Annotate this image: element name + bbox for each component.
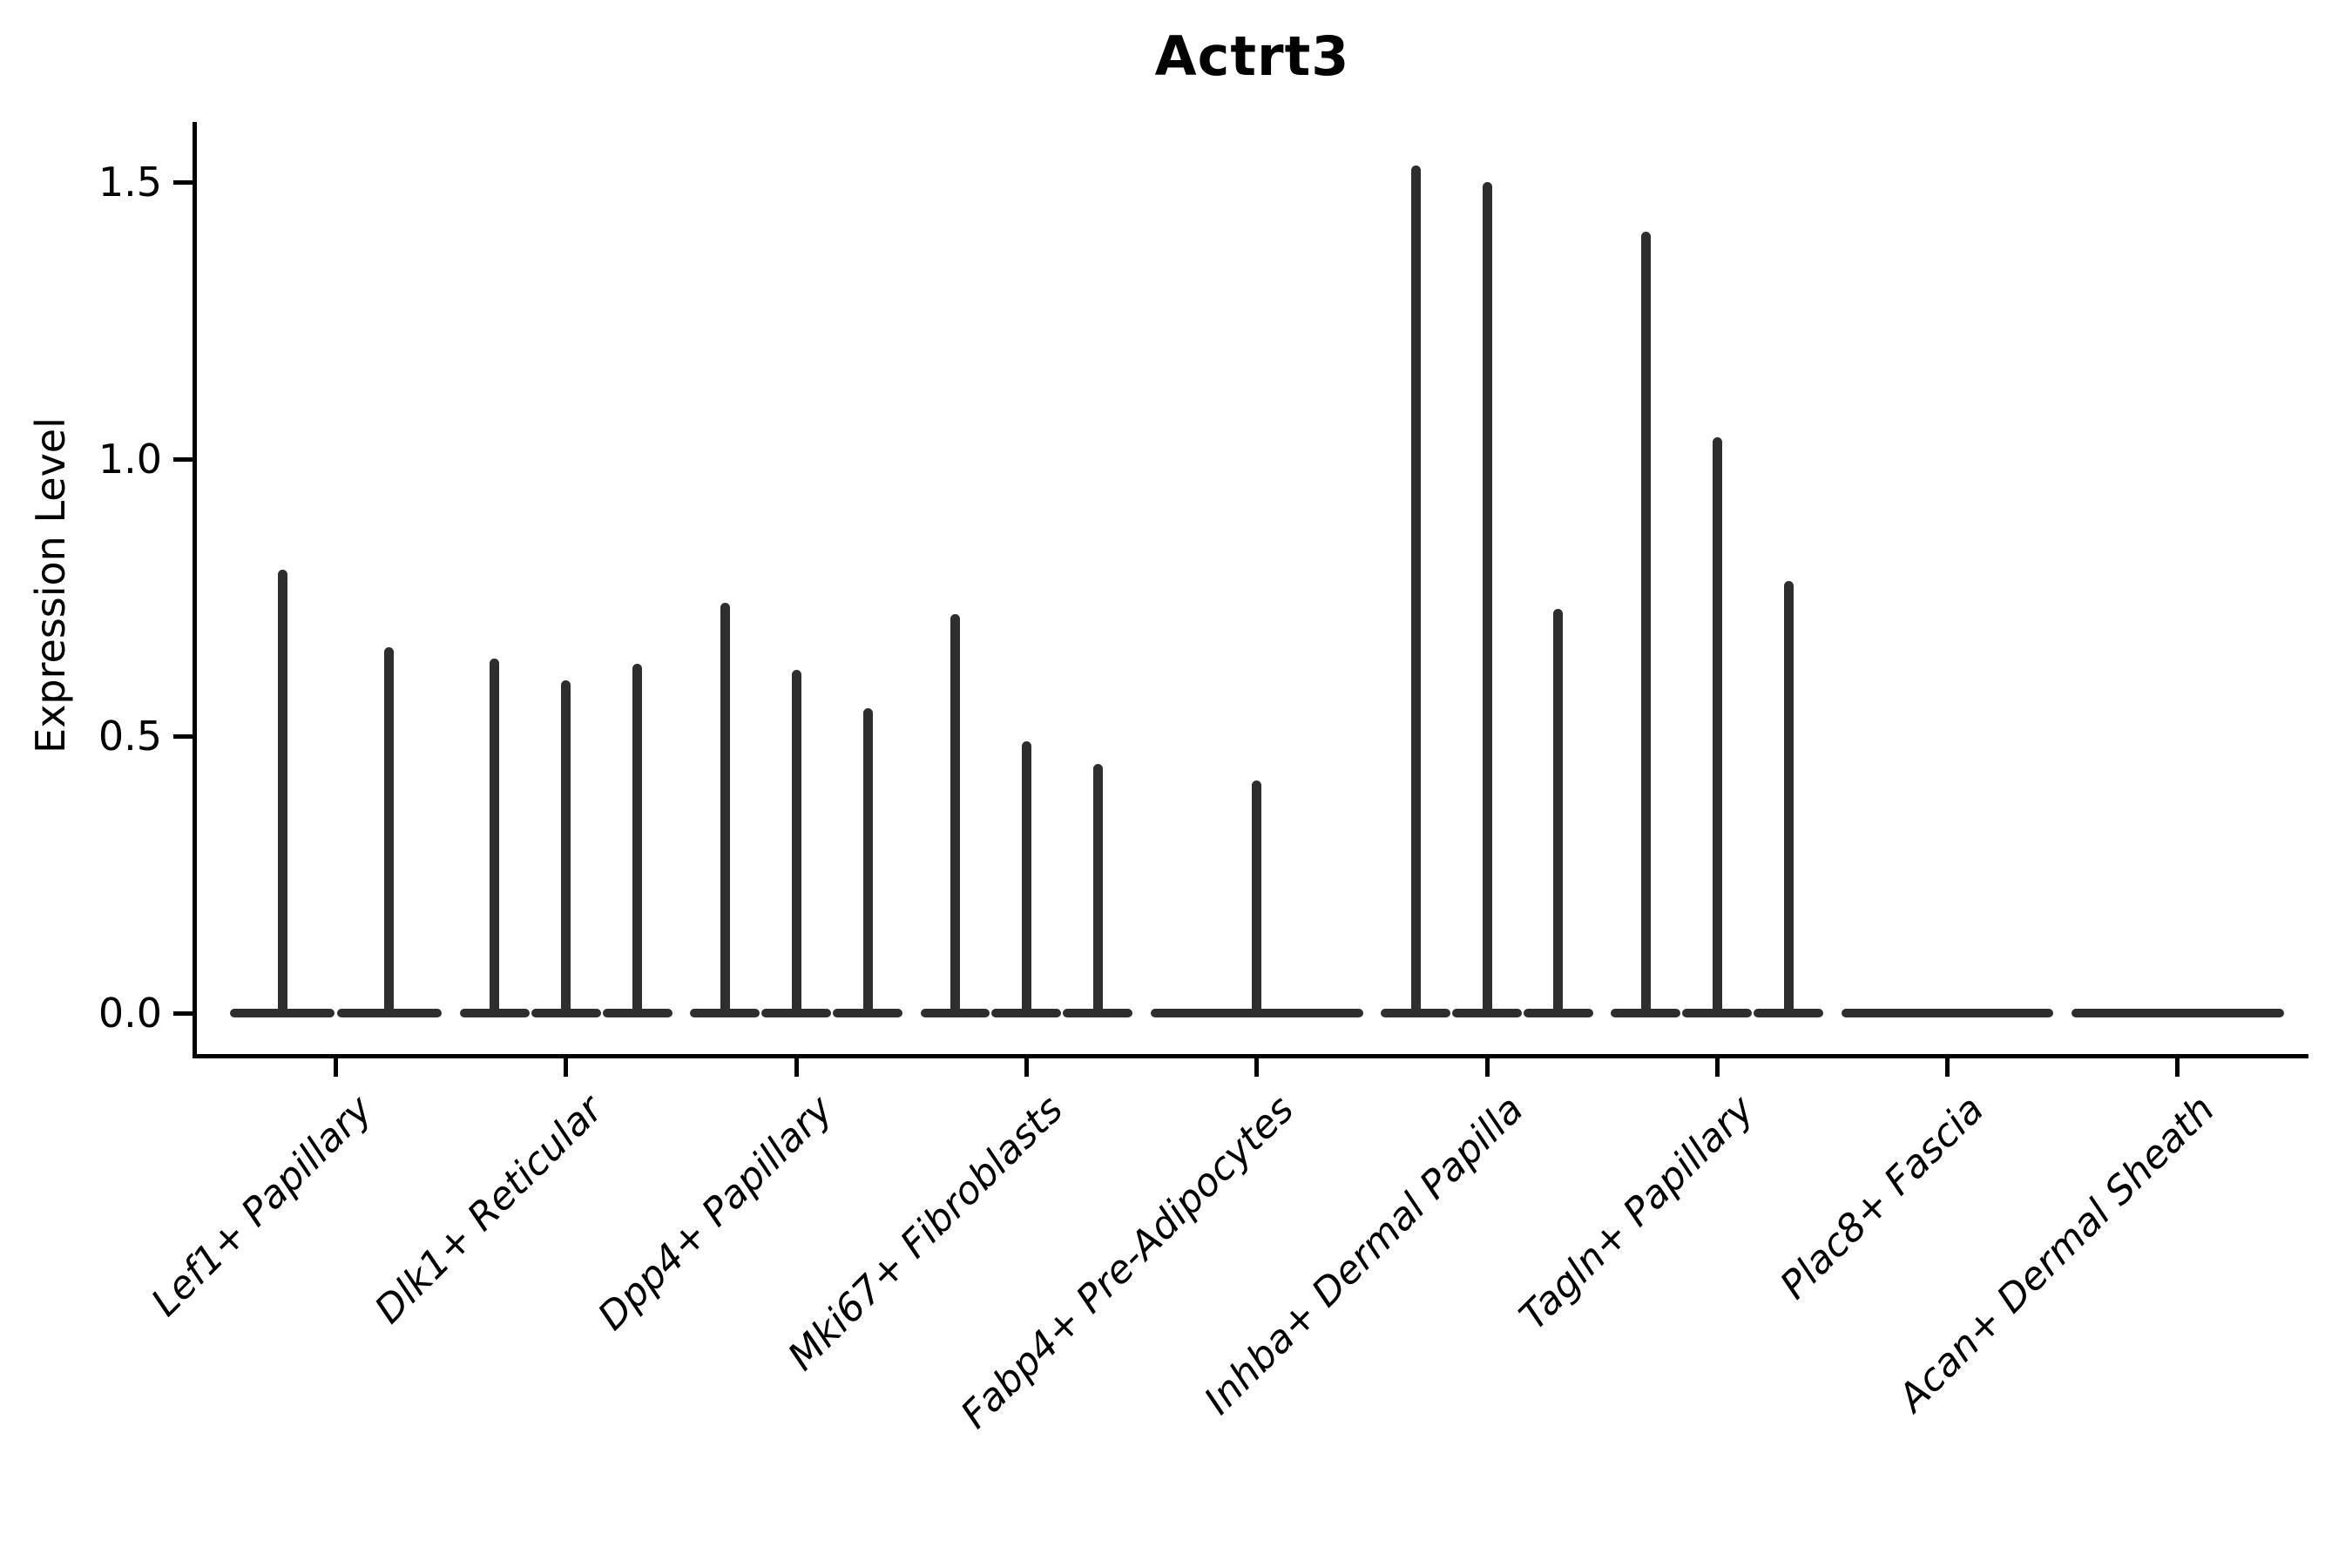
x-tick-mark [2175,1056,2180,1077]
chart-title: Actrt3 [1154,24,1350,88]
violin-spike [1252,780,1262,1017]
violin-spike [1712,436,1722,1017]
y-tick-label: 1.5 [98,159,162,206]
x-tick-label: Dpp4+ Papillary [590,1087,842,1340]
x-tick-label: Plac8+ Fascia [1772,1087,1993,1308]
violin-body [2072,1009,2284,1017]
y-axis-spine [193,122,197,1058]
x-tick-mark [1024,1056,1029,1077]
violin-spike [1783,580,1794,1017]
violin-spike [1640,232,1651,1017]
x-tick-mark [794,1056,799,1077]
violin-spike [1092,763,1103,1017]
y-tick-mark [173,733,193,739]
violin-spike [1021,741,1031,1017]
violin-spike [720,603,730,1017]
x-tick-label: Dlk1+ Reticular [366,1087,612,1333]
x-tick-mark [1714,1056,1720,1077]
x-tick-mark [1945,1056,1950,1077]
violin-spike [950,614,960,1017]
y-tick-mark [173,179,193,185]
x-tick-label: Lef1+ Papillary [143,1087,382,1326]
x-tick-mark [564,1056,569,1077]
y-tick-label: 0.0 [98,990,162,1037]
violin-spike [277,570,287,1017]
x-tick-label: Tagln+ Papillary [1511,1087,1763,1339]
violin-spike [1482,182,1492,1017]
violin-spike [632,664,643,1017]
y-tick-label: 0.5 [98,713,162,760]
violin-spike [791,669,801,1017]
violin-spike [862,708,873,1017]
x-tick-mark [1484,1056,1490,1077]
violin-spike [384,647,395,1017]
violin-spike [1553,608,1564,1017]
y-tick-label: 1.0 [98,436,162,483]
y-tick-mark [173,1010,193,1016]
x-tick-mark [1254,1056,1260,1077]
y-tick-mark [173,456,193,462]
x-tick-mark [334,1056,338,1077]
x-axis-spine [193,1054,2308,1058]
violin-spike [490,658,500,1017]
violin-spike [1410,165,1421,1017]
violin-body [1841,1009,2054,1017]
violin-spike [561,680,571,1017]
